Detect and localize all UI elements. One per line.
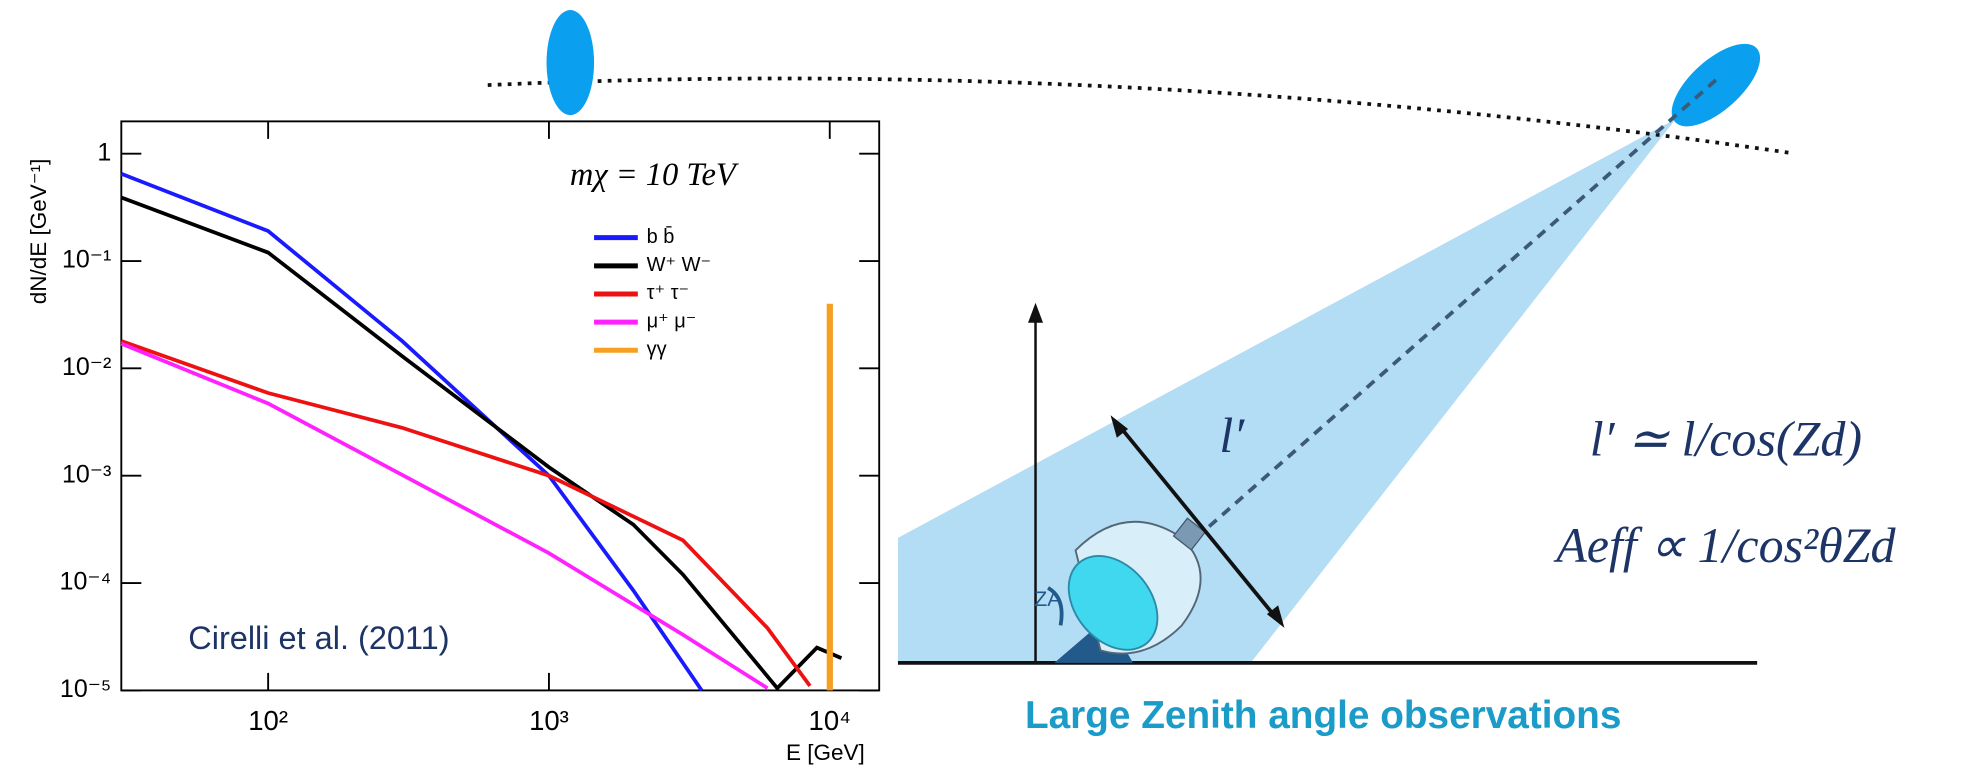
- x-tick-label: 10⁴: [809, 705, 851, 736]
- formula: Aeff ∝ 1/cos²θZd: [1553, 517, 1896, 573]
- annotation: Cirelli et al. (2011): [188, 620, 449, 656]
- y-tick-label: 10⁻²: [62, 353, 111, 381]
- shower-vertical: [547, 10, 595, 115]
- x-axis-label: E [GeV]: [786, 740, 865, 765]
- y-axis-label: dN/dE [GeV⁻¹]: [26, 159, 51, 305]
- legend-label: γγ: [647, 339, 667, 361]
- plot-frame: [121, 121, 879, 690]
- caption: Large Zenith angle observations: [1025, 694, 1621, 737]
- y-tick-label: 1: [97, 138, 111, 166]
- legend-label: μ⁺ μ⁻: [647, 310, 697, 332]
- legend-label: b b̄: [647, 225, 675, 248]
- annotation: mχ = 10 TeV: [570, 157, 739, 193]
- zenith-arrowhead: [1028, 303, 1043, 323]
- shower-inclined: [1658, 30, 1773, 141]
- y-tick-label: 10⁻⁵: [60, 675, 111, 703]
- angle-label: ZA: [1034, 587, 1062, 611]
- x-tick-label: 10³: [529, 705, 569, 736]
- y-tick-label: 10⁻¹: [62, 246, 111, 274]
- light-cone: [898, 119, 1676, 663]
- formula: l′ ≃ l/cos(Zd): [1590, 411, 1862, 467]
- x-tick-label: 10²: [248, 705, 288, 736]
- path-label: l′: [1219, 407, 1245, 463]
- legend-label: τ⁺ τ⁻: [647, 282, 689, 304]
- legend-label: W⁺ W⁻: [647, 254, 711, 276]
- y-tick-label: 10⁻⁴: [60, 568, 112, 596]
- y-tick-label: 10⁻³: [62, 460, 111, 488]
- slide: l′ l′ ≃ l/cos(Zd) Aeff ∝ 1/cos²θZd ZA La…: [0, 0, 1961, 768]
